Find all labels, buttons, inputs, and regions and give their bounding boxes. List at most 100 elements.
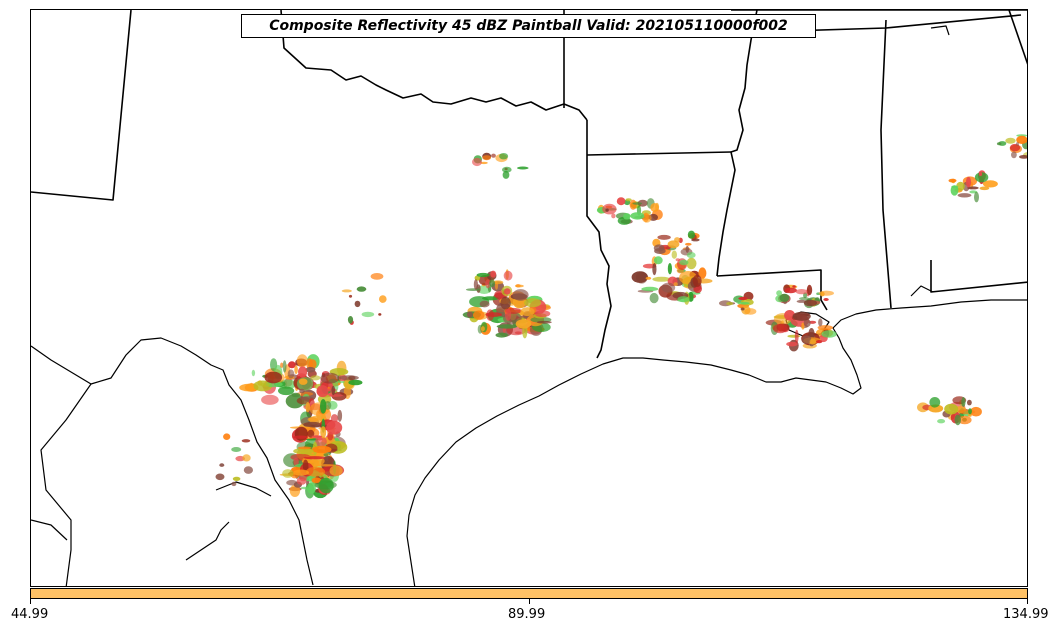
paintball-blob bbox=[496, 324, 518, 329]
paintball-blob bbox=[958, 409, 976, 415]
paintball-blob bbox=[652, 263, 657, 276]
paintball-blob bbox=[641, 286, 659, 292]
paintball-blob bbox=[686, 257, 697, 270]
paintball-blob bbox=[296, 476, 307, 485]
paintball-blob bbox=[296, 354, 308, 368]
paintball-blob bbox=[520, 307, 535, 317]
boundary-line bbox=[930, 260, 1027, 293]
paintball-blob bbox=[502, 170, 510, 179]
colorbar-tick-label: 134.99 bbox=[1003, 607, 1049, 622]
paintball-blob bbox=[231, 447, 242, 452]
paintball-blob bbox=[312, 445, 332, 454]
paintball-blob bbox=[956, 181, 965, 191]
paintball-blob bbox=[974, 191, 979, 203]
paintball-blob bbox=[970, 406, 982, 417]
paintball-blob bbox=[300, 486, 309, 490]
paintball-blob bbox=[293, 435, 308, 439]
paintball-blob bbox=[293, 448, 314, 455]
paintball-blob bbox=[515, 319, 532, 329]
paintball-blob bbox=[817, 325, 833, 331]
paintball-blob bbox=[315, 436, 327, 447]
boundary-line bbox=[716, 269, 828, 311]
paintball-blob bbox=[602, 203, 617, 215]
boundary-line bbox=[31, 519, 68, 541]
paintball-blob bbox=[303, 456, 326, 460]
paintball-blob bbox=[278, 386, 295, 396]
paintball-blob bbox=[978, 172, 983, 176]
paintball-blob bbox=[1011, 151, 1017, 159]
paintball-blob bbox=[650, 203, 659, 212]
paintball-blob bbox=[318, 477, 334, 494]
paintball-blob bbox=[652, 276, 671, 282]
paintball-blob bbox=[799, 297, 810, 301]
paintball-blob bbox=[948, 178, 957, 183]
paintball-blob bbox=[323, 453, 329, 457]
paintball-blob bbox=[517, 166, 529, 170]
paintball-blob bbox=[356, 286, 367, 292]
paintball-blob bbox=[215, 473, 225, 481]
paintball-blob bbox=[957, 415, 972, 425]
paintball-blob bbox=[698, 267, 707, 279]
boundary-line bbox=[215, 481, 272, 497]
paintball-blob bbox=[495, 332, 508, 338]
paintball-blob bbox=[637, 199, 648, 207]
paintball-blob bbox=[282, 469, 294, 478]
paintball-blob bbox=[293, 457, 299, 467]
paintball-blob bbox=[779, 293, 790, 302]
paintball-blob bbox=[801, 322, 805, 330]
paintball-blob bbox=[491, 153, 496, 158]
boundary-line bbox=[910, 285, 934, 297]
paintball-blob bbox=[348, 379, 363, 386]
paintball-blob bbox=[504, 288, 511, 295]
boundary-line bbox=[406, 299, 1027, 586]
paintball-blob bbox=[792, 311, 811, 321]
paintball-blob bbox=[248, 382, 254, 392]
paintball-blob bbox=[472, 157, 482, 167]
paintball-blob bbox=[818, 318, 823, 327]
map-title: Composite Reflectivity 45 dBZ Paintball … bbox=[241, 14, 816, 38]
paintball-blob bbox=[631, 271, 648, 283]
paintball-blob bbox=[677, 296, 690, 303]
paintball-blob bbox=[311, 477, 322, 484]
paintball-blob bbox=[685, 242, 692, 246]
paintball-blob bbox=[667, 240, 680, 249]
paintball-blob bbox=[282, 360, 287, 373]
map-panel bbox=[30, 9, 1028, 587]
paintball-blob bbox=[654, 248, 666, 254]
paintball-blob bbox=[809, 338, 817, 345]
paintball-blob bbox=[605, 208, 609, 212]
boundary-line bbox=[716, 10, 758, 277]
paintball-blob bbox=[803, 318, 811, 328]
paintball-blob bbox=[968, 413, 972, 417]
paintball-blob bbox=[299, 388, 305, 394]
paintball-blob bbox=[740, 307, 745, 311]
paintball-blob bbox=[536, 320, 552, 324]
paintball-blob bbox=[966, 176, 971, 188]
paintball-blob bbox=[289, 484, 301, 497]
paintball-blob bbox=[499, 153, 509, 160]
paintball-blob bbox=[490, 270, 497, 278]
paintball-blob bbox=[649, 292, 659, 304]
paintball-blob bbox=[500, 296, 511, 310]
paintball-blob bbox=[629, 199, 637, 210]
paintball-blob bbox=[286, 479, 298, 486]
paintball-blob bbox=[473, 310, 485, 320]
paintball-blob bbox=[1019, 155, 1027, 159]
boundary-line bbox=[880, 19, 892, 309]
paintball-blob bbox=[293, 469, 309, 476]
colorbar-tick-label: 44.99 bbox=[11, 607, 49, 622]
paintball-blob bbox=[671, 250, 677, 259]
paintball-blob bbox=[331, 385, 336, 396]
paintball-blob bbox=[265, 381, 283, 388]
colorbar-tick bbox=[529, 599, 530, 604]
paintball-blob bbox=[307, 417, 319, 422]
paintball-blob bbox=[806, 284, 813, 296]
paintball-blob bbox=[306, 482, 316, 494]
colorbar-tick-label: 89.99 bbox=[508, 607, 546, 622]
paintball-blob bbox=[738, 296, 748, 301]
paintball-blob bbox=[667, 263, 673, 275]
paintball-blob bbox=[673, 282, 678, 286]
paintball-blob bbox=[320, 372, 340, 384]
paintball-blob bbox=[967, 399, 972, 406]
paintball-blob bbox=[287, 369, 295, 379]
